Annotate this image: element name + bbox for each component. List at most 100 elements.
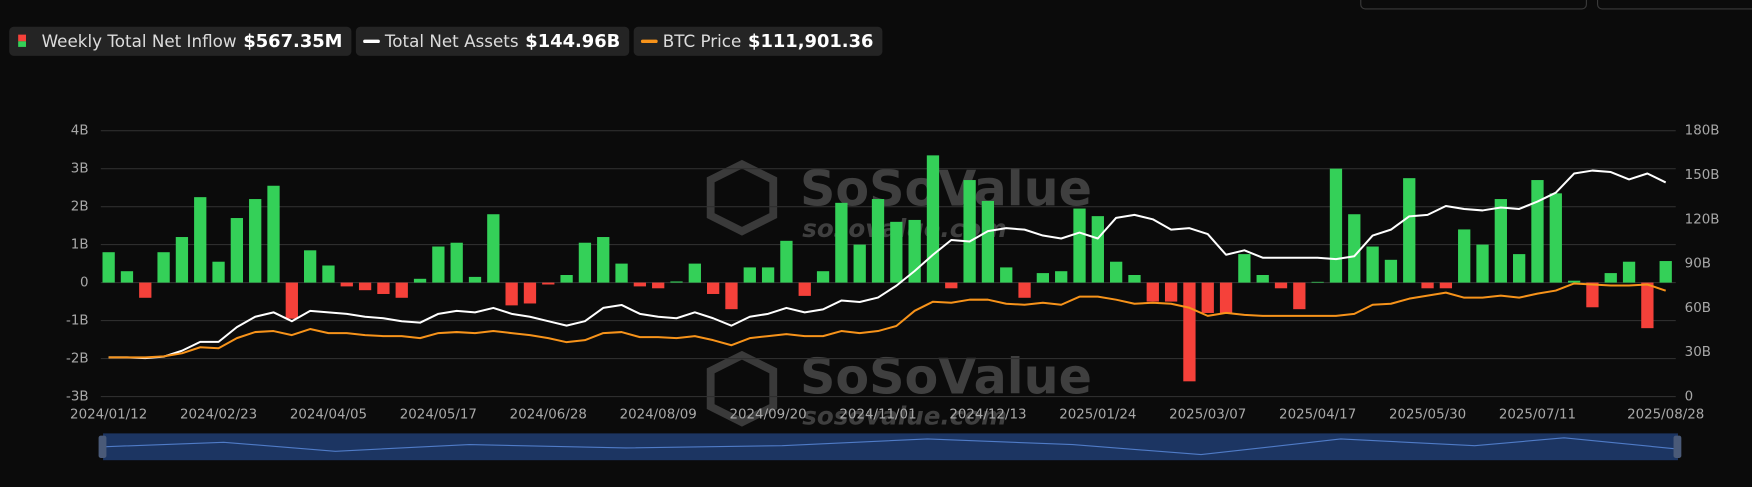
bar bbox=[725, 282, 738, 310]
x-tick-label: 2024/06/28 bbox=[510, 407, 587, 422]
legend-value: $111,901.36 bbox=[748, 31, 873, 52]
legend-item[interactable]: Weekly Total Net Inflow $567.35M bbox=[9, 26, 352, 56]
y2-tick-label: 90B bbox=[1685, 257, 1711, 272]
x-tick-label: 2025/01/24 bbox=[1059, 407, 1136, 422]
bar bbox=[377, 282, 390, 294]
y-tick-label: -3B bbox=[66, 390, 89, 405]
bar bbox=[615, 263, 628, 283]
bar bbox=[1476, 244, 1489, 283]
bar bbox=[1238, 254, 1251, 283]
bar bbox=[1586, 282, 1599, 308]
bar bbox=[1000, 267, 1013, 283]
x-tick-label: 2024/11/01 bbox=[839, 407, 916, 422]
y-tick-label: 3B bbox=[71, 162, 89, 177]
navigator[interactable] bbox=[98, 433, 1682, 461]
legend-name: BTC Price bbox=[663, 31, 742, 51]
legend-box bbox=[9, 26, 352, 56]
bar bbox=[1403, 178, 1416, 283]
y-tick-label: 0 bbox=[80, 276, 89, 291]
x-tick-label: 2024/04/05 bbox=[290, 407, 367, 422]
bar bbox=[798, 282, 811, 296]
bar bbox=[1622, 261, 1636, 283]
bar bbox=[175, 237, 189, 283]
bar bbox=[267, 185, 280, 283]
bar bbox=[780, 240, 793, 283]
x-tick-label: 2024/12/13 bbox=[949, 407, 1026, 422]
bar bbox=[1219, 282, 1233, 313]
bar bbox=[487, 214, 500, 283]
legend-value: $144.96B bbox=[525, 31, 620, 52]
bar bbox=[1439, 282, 1453, 289]
bar bbox=[194, 197, 207, 283]
bar bbox=[871, 199, 885, 283]
bar bbox=[1513, 254, 1526, 283]
x-tick-label: 2024/05/17 bbox=[400, 407, 477, 422]
bar bbox=[1183, 282, 1196, 382]
y-tick-label: -2B bbox=[66, 352, 89, 367]
x-tick-label: 2025/07/11 bbox=[1499, 407, 1576, 422]
bar bbox=[981, 200, 995, 283]
y-tick-label: -1B bbox=[66, 314, 89, 329]
x-tick-label: 2025/04/17 bbox=[1279, 407, 1356, 422]
bar bbox=[157, 252, 170, 283]
x-tick-label: 2025/08/28 bbox=[1627, 407, 1704, 422]
x-tick-label: 2024/09/20 bbox=[730, 407, 807, 422]
bar bbox=[413, 278, 427, 283]
legend-swatch bbox=[18, 34, 26, 42]
x-tick-label: 2024/02/23 bbox=[180, 407, 257, 422]
bar bbox=[816, 271, 830, 283]
bar bbox=[1110, 261, 1123, 283]
bar bbox=[670, 281, 683, 283]
bar bbox=[120, 271, 134, 283]
legend-swatch bbox=[18, 41, 26, 47]
y2-tick-label: 150B bbox=[1685, 168, 1720, 183]
bar bbox=[633, 282, 647, 287]
bar bbox=[652, 282, 665, 289]
control-button[interactable] bbox=[1597, 0, 1752, 10]
bar bbox=[1604, 273, 1617, 283]
watermark-brand: SoSoValue bbox=[800, 347, 1092, 405]
bar bbox=[303, 250, 317, 283]
bar bbox=[963, 180, 976, 283]
bar bbox=[1164, 282, 1178, 302]
bar bbox=[1348, 214, 1361, 283]
y2-tick-label: 120B bbox=[1685, 212, 1720, 227]
bar bbox=[1256, 274, 1269, 283]
legend-value: $567.35M bbox=[243, 31, 342, 52]
bar bbox=[1073, 208, 1086, 283]
y2-tick-label: 180B bbox=[1685, 124, 1720, 139]
legend-box bbox=[633, 26, 883, 56]
x-tick-label: 2024/01/12 bbox=[70, 407, 147, 422]
bar bbox=[1458, 229, 1471, 283]
bar bbox=[688, 263, 701, 283]
y-tick-label: 4B bbox=[71, 124, 89, 139]
bar bbox=[560, 274, 573, 283]
y-tick-label: 1B bbox=[71, 238, 89, 253]
x-tick-label: 2025/03/07 bbox=[1169, 407, 1246, 422]
bar bbox=[707, 282, 720, 294]
legend-name: Weekly Total Net Inflow bbox=[42, 31, 237, 51]
bar bbox=[1366, 246, 1379, 283]
bar bbox=[1329, 168, 1343, 283]
bar bbox=[1018, 282, 1031, 298]
x-tick-label: 2024/08/09 bbox=[620, 407, 697, 422]
bar bbox=[743, 267, 756, 283]
watermark-site: sosovalue.com bbox=[802, 402, 1007, 431]
legend-item[interactable]: BTC Price $111,901.36 bbox=[633, 26, 883, 56]
bar bbox=[249, 199, 262, 283]
bar bbox=[322, 265, 335, 283]
bar bbox=[1311, 281, 1324, 283]
bar bbox=[1293, 282, 1306, 310]
control-button[interactable] bbox=[1360, 0, 1587, 10]
bar bbox=[1201, 282, 1214, 313]
watermark-brand: SoSoValue bbox=[800, 160, 1092, 218]
bar bbox=[761, 267, 775, 283]
bar bbox=[1659, 261, 1672, 283]
bar bbox=[853, 244, 866, 283]
legend-item[interactable]: Total Net Assets $144.96B bbox=[355, 26, 630, 56]
y2-tick-label: 30B bbox=[1685, 345, 1711, 360]
bar bbox=[432, 246, 445, 283]
bar bbox=[102, 252, 115, 283]
bar bbox=[1036, 273, 1050, 283]
